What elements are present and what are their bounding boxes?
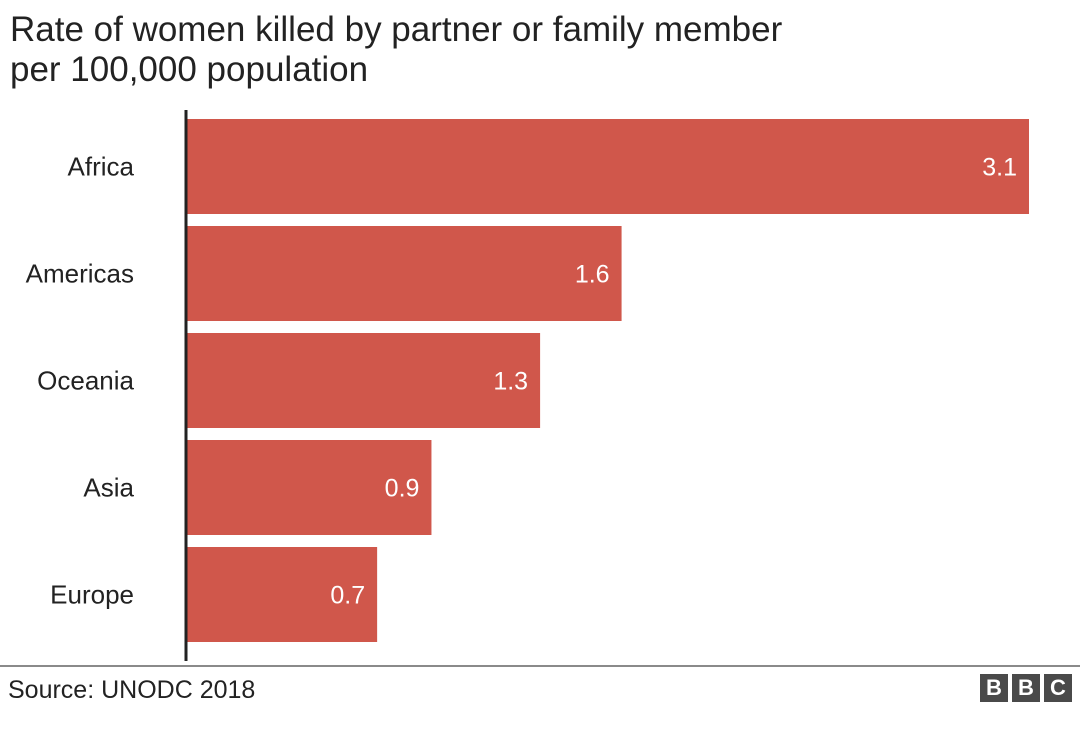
logo-letter-3: C	[1044, 674, 1072, 702]
bar-oceania	[187, 333, 541, 428]
value-label: 0.9	[385, 475, 420, 503]
bar-europe	[187, 547, 378, 642]
title-line: Rate of women killed by partner or famil…	[10, 10, 783, 49]
bar-americas	[187, 226, 622, 321]
category-label: Oceania	[37, 366, 134, 396]
value-label: 1.3	[493, 368, 528, 396]
category-label: Asia	[83, 473, 134, 503]
bar-chart: Africa 3.1 Americas 1.6 Oceania 1.3 Asia 0.9 Eur…	[26, 110, 1029, 661]
category-label: Africa	[68, 152, 135, 182]
subtitle-line: per 100,000 population	[10, 50, 369, 89]
footer-divider	[0, 665, 1080, 667]
value-label: 1.6	[575, 261, 610, 289]
chart-title: Rate of women killed by partner or famil…	[10, 10, 1010, 90]
value-label: 0.7	[330, 582, 365, 610]
category-label: Europe	[50, 580, 134, 610]
bbc-logo: B B C	[980, 674, 1072, 702]
value-label: 3.1	[982, 154, 1017, 182]
logo-letter-2: B	[1012, 674, 1040, 702]
source-note: Source: UNODC 2018	[8, 676, 256, 704]
bar-asia	[187, 440, 432, 535]
category-label: Americas	[26, 259, 134, 289]
logo-letter-1: B	[980, 674, 1008, 702]
bar-africa	[187, 119, 1029, 214]
